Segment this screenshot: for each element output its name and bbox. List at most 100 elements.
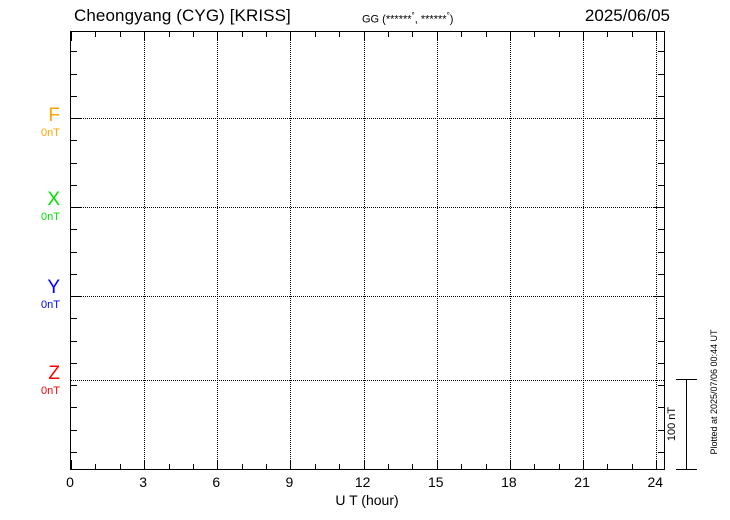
x-axis-tick	[314, 464, 316, 469]
x-axis-tick-label: 18	[501, 474, 517, 490]
x-axis-tick	[412, 464, 414, 469]
y-axis-label-x: X 0nT	[14, 190, 60, 224]
gridline-vertical	[290, 32, 292, 469]
x-axis-tick-top	[217, 32, 219, 41]
y-axis-tick	[71, 140, 77, 142]
x-axis-tick-label: 21	[574, 474, 590, 490]
x-axis-tick-top	[119, 32, 121, 37]
y-axis-tick	[71, 251, 77, 253]
y-axis-tick	[71, 429, 77, 431]
component-baseline-z: 0nT	[41, 385, 60, 397]
y-axis-tick-right	[658, 140, 664, 142]
x-axis-tick-top	[95, 32, 97, 37]
y-axis-label-f: F 0nT	[14, 106, 60, 140]
baseline-x	[71, 207, 664, 208]
x-axis-tick	[388, 464, 389, 469]
gridline-vertical	[217, 32, 219, 469]
y-axis-tick	[71, 318, 77, 320]
x-axis-tick	[558, 464, 560, 469]
x-axis-tick-top	[558, 32, 560, 37]
component-symbol-y: Y	[47, 277, 60, 298]
y-axis-tick-right	[658, 340, 664, 342]
x-axis-tick-top	[607, 32, 609, 37]
y-axis-tick-right	[658, 95, 664, 97]
x-axis-tick-top	[534, 32, 536, 37]
x-axis-tick	[119, 464, 121, 469]
x-axis-tick	[656, 460, 658, 469]
y-axis-tick	[71, 162, 77, 164]
y-axis-tick	[71, 296, 81, 297]
x-axis-tick	[339, 464, 341, 469]
x-axis-tick-top	[388, 32, 389, 37]
scale-bar-bottom-cap	[676, 469, 697, 470]
y-axis-tick	[71, 407, 77, 409]
y-axis-tick-right	[654, 207, 664, 208]
x-axis-tick	[266, 464, 268, 469]
x-axis-tick-top	[168, 32, 170, 37]
y-axis-tick	[71, 95, 77, 97]
y-axis-tick-right	[658, 362, 664, 364]
y-axis-tick-right	[654, 296, 664, 297]
x-axis-tick	[461, 464, 463, 469]
x-axis-tick-top	[583, 32, 585, 41]
x-axis-tick	[436, 460, 438, 469]
y-axis-tick	[71, 273, 77, 275]
x-axis-tick	[485, 464, 487, 469]
x-axis-tick-top	[314, 32, 316, 37]
component-symbol-f: F	[48, 105, 60, 126]
y-axis-tick	[71, 118, 81, 119]
longitude-value: ******	[420, 13, 447, 26]
y-axis-tick-right	[658, 229, 664, 231]
x-axis-tick-label: 6	[212, 474, 221, 490]
y-axis-tick	[71, 229, 77, 231]
x-axis-tick-label: 3	[139, 474, 148, 490]
magnetogram-plot-frame	[70, 31, 665, 470]
x-axis-tick-label: 15	[427, 474, 444, 490]
x-axis-tick	[290, 460, 292, 469]
y-axis-tick	[71, 340, 77, 342]
component-baseline-f: 0nT	[41, 127, 60, 139]
y-axis-tick-right	[658, 385, 664, 386]
y-axis-tick-right	[658, 51, 664, 53]
plot-area	[71, 32, 664, 469]
gridline-vertical	[363, 32, 365, 469]
x-axis-tick	[241, 464, 243, 469]
y-axis-tick-right	[658, 318, 664, 320]
gridline-vertical	[583, 32, 585, 469]
x-axis-tick-top	[631, 32, 633, 37]
component-symbol-z: Z	[48, 363, 60, 384]
x-axis-tick-top	[339, 32, 341, 37]
x-axis-tick-top	[485, 32, 487, 37]
x-axis-tick-label: 24	[647, 474, 664, 490]
component-symbol-x: X	[47, 189, 60, 210]
y-axis-tick	[71, 385, 77, 386]
y-axis-label-y: Y 0nT	[14, 278, 60, 312]
x-axis-tick	[168, 464, 170, 469]
scale-bar-label: 100 nT	[666, 406, 678, 442]
gridline-vertical	[436, 32, 438, 469]
plotted-at-timestamp: Plotted at 2025/07/06 00:44 UT	[709, 329, 719, 455]
longitude-degree-icon: °	[446, 11, 450, 20]
x-axis-tick	[583, 460, 585, 469]
x-axis-tick-top	[266, 32, 268, 37]
x-axis-tick	[144, 460, 146, 469]
gridline-vertical	[144, 32, 146, 469]
y-axis-tick	[71, 362, 77, 364]
page-title: Cheongyang (CYG) [KRISS]	[74, 6, 291, 25]
x-axis-tick-top	[290, 32, 292, 41]
x-axis-tick	[607, 464, 609, 469]
y-axis-tick	[71, 51, 77, 53]
x-axis-tick	[631, 464, 633, 469]
x-axis-tick-label: 9	[285, 474, 294, 490]
y-axis-tick	[71, 73, 77, 75]
x-axis-tick-top	[656, 32, 658, 41]
component-baseline-y: 0nT	[41, 299, 60, 311]
x-axis-tick	[534, 464, 536, 469]
baseline-f	[71, 118, 664, 119]
x-axis-tick	[363, 460, 365, 469]
x-axis-tick-label: 12	[354, 474, 371, 490]
scale-bar-line	[686, 379, 687, 469]
y-axis-tick-right	[658, 451, 664, 453]
x-axis-tick-top	[192, 32, 194, 37]
baseline-y	[71, 296, 664, 297]
